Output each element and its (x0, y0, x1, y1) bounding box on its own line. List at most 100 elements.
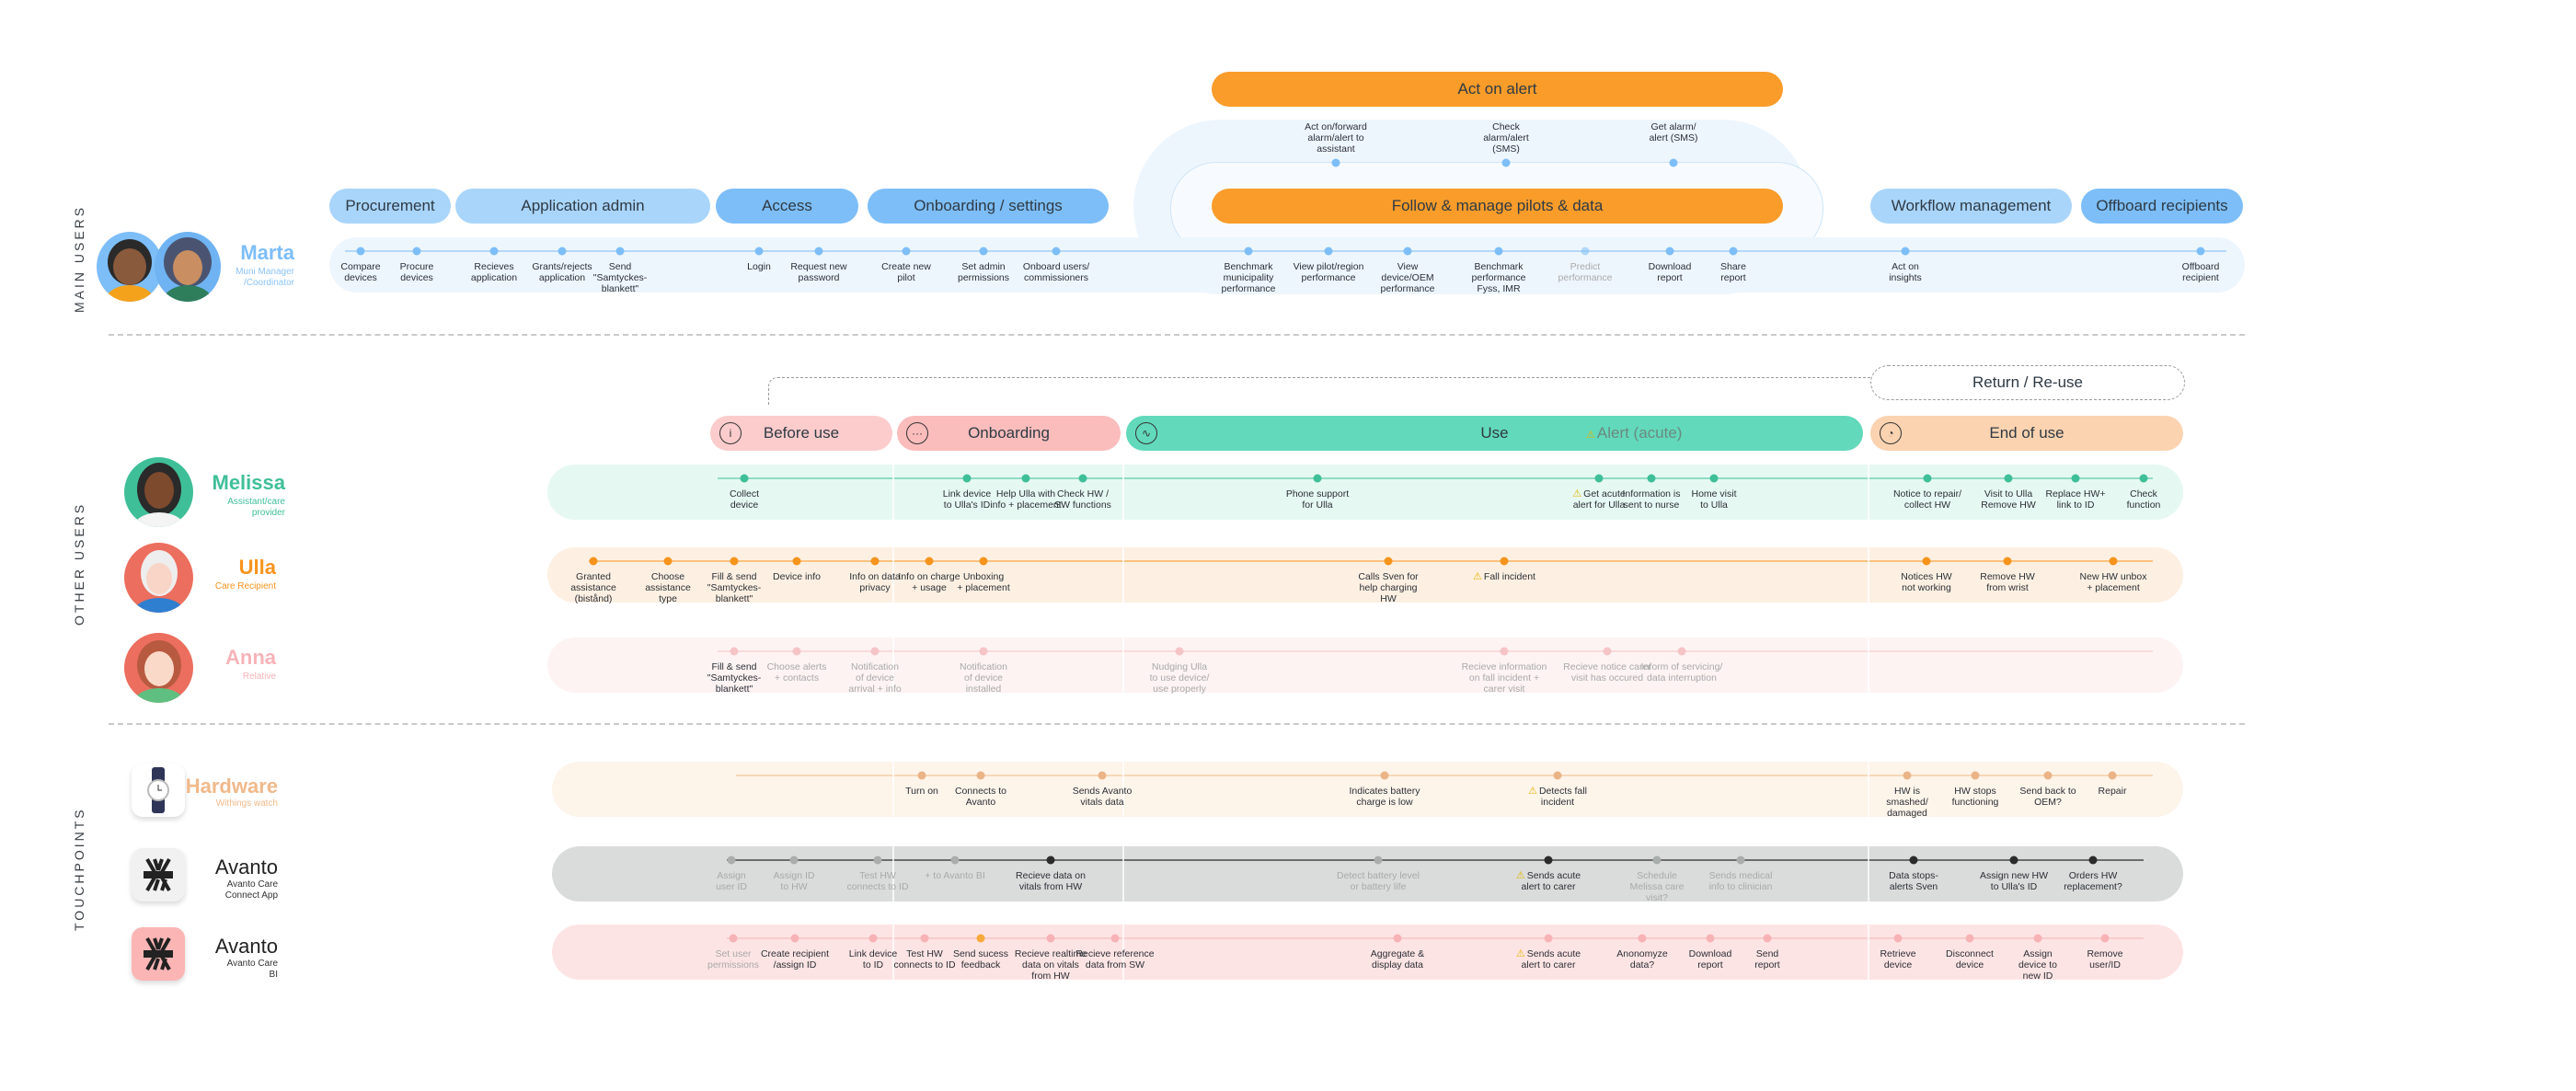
step-dot[interactable] (2108, 771, 2117, 780)
step-dot[interactable] (1374, 856, 1383, 865)
step-dot[interactable] (1544, 856, 1553, 865)
step-dot[interactable] (1175, 647, 1184, 656)
step-dot[interactable] (814, 247, 823, 256)
step-dot[interactable] (1638, 934, 1647, 943)
step-dot[interactable] (1709, 474, 1719, 483)
step-dot[interactable] (2196, 247, 2205, 256)
step-dot[interactable] (1901, 247, 1910, 256)
step-dot[interactable] (356, 247, 365, 256)
step-dot[interactable] (979, 647, 988, 656)
step-dot[interactable] (925, 557, 934, 566)
step-dot[interactable] (1501, 158, 1511, 167)
step-dot[interactable] (2043, 771, 2053, 780)
step-dot[interactable] (792, 557, 801, 566)
step-dot[interactable] (1500, 647, 1509, 656)
step-dot[interactable] (789, 856, 799, 865)
step-dot[interactable] (976, 934, 985, 943)
step-dot[interactable] (979, 557, 988, 566)
step-dot[interactable] (2071, 474, 2080, 483)
phase-onboarding[interactable]: ··· Onboarding (897, 416, 1121, 451)
step-dot[interactable] (1736, 856, 1745, 865)
step-dot[interactable] (558, 247, 567, 256)
step-dot[interactable] (589, 557, 598, 566)
return-reuse[interactable]: Return / Re-use (1870, 365, 2185, 400)
step-dot[interactable] (1763, 934, 1772, 943)
step-dot[interactable] (1647, 474, 1656, 483)
step-dot[interactable] (2009, 856, 2018, 865)
step-dot[interactable] (950, 856, 960, 865)
step-dot[interactable] (730, 557, 739, 566)
step-dot[interactable] (1403, 247, 1412, 256)
step-dot[interactable] (1021, 474, 1030, 483)
step-dot[interactable] (873, 856, 882, 865)
step-dot[interactable] (1677, 647, 1686, 656)
phase-application-admin[interactable]: Application admin (455, 189, 710, 224)
step-dot[interactable] (790, 934, 799, 943)
step-dot[interactable] (727, 856, 736, 865)
phase-onboarding-settings[interactable]: Onboarding / settings (868, 189, 1109, 224)
phase-access[interactable]: Access (716, 189, 858, 224)
step-dot[interactable] (2100, 934, 2110, 943)
step-dot[interactable] (754, 247, 764, 256)
step-dot[interactable] (917, 771, 926, 780)
step-dot[interactable] (1652, 856, 1662, 865)
step-dot[interactable] (1665, 247, 1674, 256)
phase-act-on-alert[interactable]: Act on alert (1212, 72, 1783, 107)
step-dot[interactable] (1971, 771, 1980, 780)
step-dot[interactable] (1324, 247, 1333, 256)
step-dot[interactable] (740, 474, 749, 483)
step-dot[interactable] (1669, 158, 1678, 167)
step-dot[interactable] (663, 557, 673, 566)
step-dot[interactable] (1581, 247, 1590, 256)
phase-offboard-recipients[interactable]: Offboard recipients (2081, 189, 2243, 224)
step-dot[interactable] (1706, 934, 1715, 943)
step-dot[interactable] (870, 557, 880, 566)
step-dot[interactable] (920, 934, 929, 943)
step-dot[interactable] (1393, 934, 1402, 943)
step-dot[interactable] (1494, 247, 1503, 256)
step-dot[interactable] (489, 247, 499, 256)
step-dot[interactable] (792, 647, 801, 656)
step-dot[interactable] (1893, 934, 1903, 943)
step-dot[interactable] (1544, 934, 1553, 943)
step-dot[interactable] (1078, 474, 1087, 483)
step-dot[interactable] (1909, 856, 1918, 865)
phase-before-use[interactable]: i Before use (710, 416, 892, 451)
step-dot[interactable] (1098, 771, 1107, 780)
phase-procurement[interactable]: Procurement (329, 189, 451, 224)
step-dot[interactable] (868, 934, 878, 943)
step-dot[interactable] (615, 247, 625, 256)
step-dot[interactable] (962, 474, 972, 483)
phase-end-of-use[interactable]: ◔ End of use (1870, 416, 2183, 451)
step-dot[interactable] (1046, 856, 1055, 865)
step-dot[interactable] (2139, 474, 2148, 483)
step-dot[interactable] (1052, 247, 1061, 256)
step-dot[interactable] (1313, 474, 1322, 483)
step-dot[interactable] (730, 647, 739, 656)
step-dot[interactable] (870, 647, 880, 656)
step-dot[interactable] (1553, 771, 1562, 780)
step-dot[interactable] (1603, 647, 1612, 656)
step-dot[interactable] (1923, 474, 1932, 483)
step-dot[interactable] (1331, 158, 1340, 167)
step-dot[interactable] (1380, 771, 1389, 780)
step-dot[interactable] (412, 247, 421, 256)
step-dot[interactable] (1965, 934, 1974, 943)
step-dot[interactable] (1594, 474, 1604, 483)
step-dot[interactable] (902, 247, 911, 256)
phase-use[interactable]: ∿ Use ⚠ Alert (acute) (1126, 416, 1863, 451)
step-dot[interactable] (1046, 934, 1055, 943)
step-dot[interactable] (1110, 934, 1120, 943)
step-dot[interactable] (729, 934, 738, 943)
step-dot[interactable] (1244, 247, 1253, 256)
phase-workflow-management[interactable]: Workflow management (1870, 189, 2072, 224)
step-dot[interactable] (2088, 856, 2098, 865)
step-dot[interactable] (1903, 771, 1912, 780)
step-dot[interactable] (979, 247, 988, 256)
step-dot[interactable] (2109, 557, 2118, 566)
step-dot[interactable] (1729, 247, 1738, 256)
step-dot[interactable] (2003, 557, 2012, 566)
phase-follow-manage[interactable]: Follow & manage pilots & data (1212, 189, 1783, 224)
step-dot[interactable] (2004, 474, 2013, 483)
step-dot[interactable] (1922, 557, 1931, 566)
